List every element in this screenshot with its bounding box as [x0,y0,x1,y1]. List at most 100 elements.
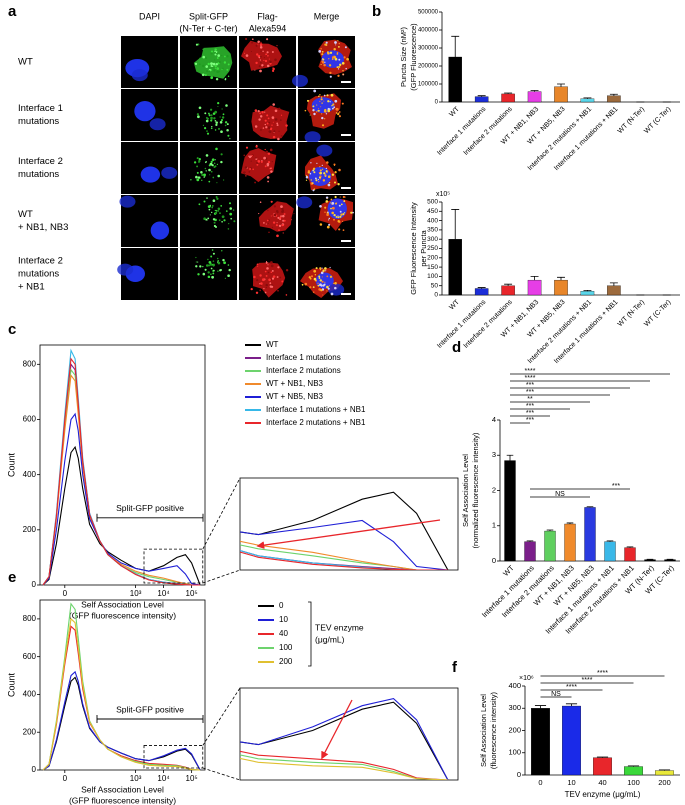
signal-puncta [212,176,215,179]
signal-puncta [257,160,261,163]
signal-puncta [198,161,200,164]
nucleus [150,221,170,240]
micrograph [117,248,178,300]
signal-puncta [340,203,343,206]
y-tick-label: 100 [508,748,521,757]
signal-puncta [251,41,253,44]
x-tick-label: 10⁴ [157,774,170,783]
bar [604,541,616,562]
x-axis-title: Self Association Level [81,784,164,794]
signal-puncta [262,278,265,282]
signal-puncta [221,116,225,119]
signal-puncta [265,283,268,287]
error-bar [477,287,486,289]
signal-puncta [322,179,326,182]
signal-puncta [196,171,199,174]
signal-puncta [217,270,219,272]
signal-puncta [228,223,230,225]
signal-puncta [276,276,279,278]
y-tick-label: 800 [23,614,37,623]
signal-puncta [259,59,262,61]
signal-puncta [326,198,328,200]
signal-puncta [196,178,200,182]
signal-puncta [222,258,225,262]
signal-puncta [270,200,273,203]
signal-puncta [264,119,267,122]
signal-puncta [328,217,331,220]
signal-puncta [200,171,203,174]
signal-puncta [210,211,213,214]
signal-puncta [281,280,284,283]
signal-puncta [324,267,327,270]
signal-puncta [221,215,225,219]
signal-puncta [325,41,328,44]
error-bar [557,276,565,281]
column-header: Merge [314,11,340,21]
signal-puncta [220,153,223,156]
signal-puncta [344,196,346,198]
signal-puncta [350,211,353,214]
signal-puncta [259,201,262,203]
signal-puncta [207,258,209,261]
legend-label: 40 [279,629,288,638]
signal-puncta [266,267,269,270]
signal-puncta [326,290,328,292]
signal-puncta [204,112,207,115]
signal-puncta [195,43,198,46]
micrograph [239,248,296,300]
signal-puncta [274,118,278,121]
signal-puncta [213,221,216,224]
signal-puncta [314,177,317,180]
signal-puncta [255,157,257,159]
nucleus [292,74,308,87]
signal-puncta [339,63,342,66]
signal-puncta [216,67,219,70]
image-background [180,248,237,300]
signal-puncta [326,161,329,164]
signal-puncta [232,209,235,211]
signal-puncta [333,282,335,284]
signal-puncta [313,277,317,281]
y-axis-title: Self Association Level [479,694,488,767]
signal-puncta [260,160,263,163]
signal-puncta [217,102,220,105]
inset-series-line [240,540,448,570]
signal-puncta [334,195,337,199]
signal-puncta [258,65,261,68]
y-axis-title: (GFP Fluorescence) [409,23,418,91]
signal-puncta [227,134,230,137]
signal-puncta [274,58,277,62]
signal-puncta [271,124,273,126]
significance-label: ** [527,396,533,403]
signal-puncta [262,127,265,129]
error-bar [504,92,513,94]
y-tick-label: 0 [32,580,37,589]
signal-puncta [318,108,320,110]
signal-puncta [211,125,213,128]
bar [562,705,581,776]
signal-puncta [313,112,316,116]
signal-puncta [203,173,206,177]
signal-puncta [251,38,254,41]
signal-puncta [221,68,223,71]
signal-puncta [212,66,214,68]
signal-puncta [272,135,276,139]
micrograph [296,195,355,247]
signal-puncta [335,215,338,218]
signal-puncta [276,234,279,238]
signal-puncta [206,132,210,135]
error-bar [609,93,618,96]
signal-puncta [333,213,336,217]
signal-puncta [254,109,258,112]
signal-puncta [266,219,269,222]
nucleus [149,118,166,131]
signal-puncta [305,179,308,181]
signal-puncta [212,199,216,203]
signal-puncta [225,210,228,212]
signal-puncta [310,179,313,181]
signal-puncta [342,195,345,199]
x-tick-label: 200 [658,778,671,787]
signal-puncta [249,167,252,171]
zoom-region [143,548,204,584]
signal-puncta [244,52,246,54]
